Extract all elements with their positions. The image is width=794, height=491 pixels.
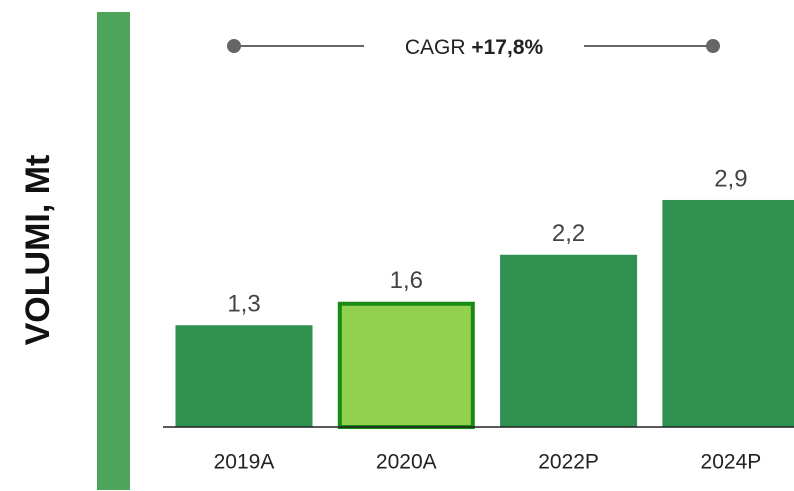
bar: [500, 254, 638, 427]
value-label: 1,6: [390, 267, 423, 294]
side-strip: [97, 12, 130, 490]
bar: [175, 325, 313, 427]
value-label: 2,2: [552, 220, 585, 247]
value-label: 2,9: [714, 165, 747, 192]
cagr-dot: [706, 39, 720, 53]
y-axis-label: VOLUMI, Mt: [19, 155, 57, 346]
x-tick-label: 2019A: [214, 451, 275, 474]
value-label: 1,3: [227, 291, 260, 318]
cagr-value: +17,8%: [471, 36, 543, 59]
x-tick-label: 2020A: [376, 451, 437, 474]
bar: [337, 301, 475, 429]
x-tick-label: 2024P: [701, 451, 762, 474]
cagr-label: CAGR: [405, 36, 466, 59]
cagr-dot: [227, 39, 241, 53]
cagr-annotation: CAGR +17,8%: [405, 36, 544, 59]
bar: [662, 199, 794, 427]
x-tick-label: 2022P: [538, 451, 599, 474]
